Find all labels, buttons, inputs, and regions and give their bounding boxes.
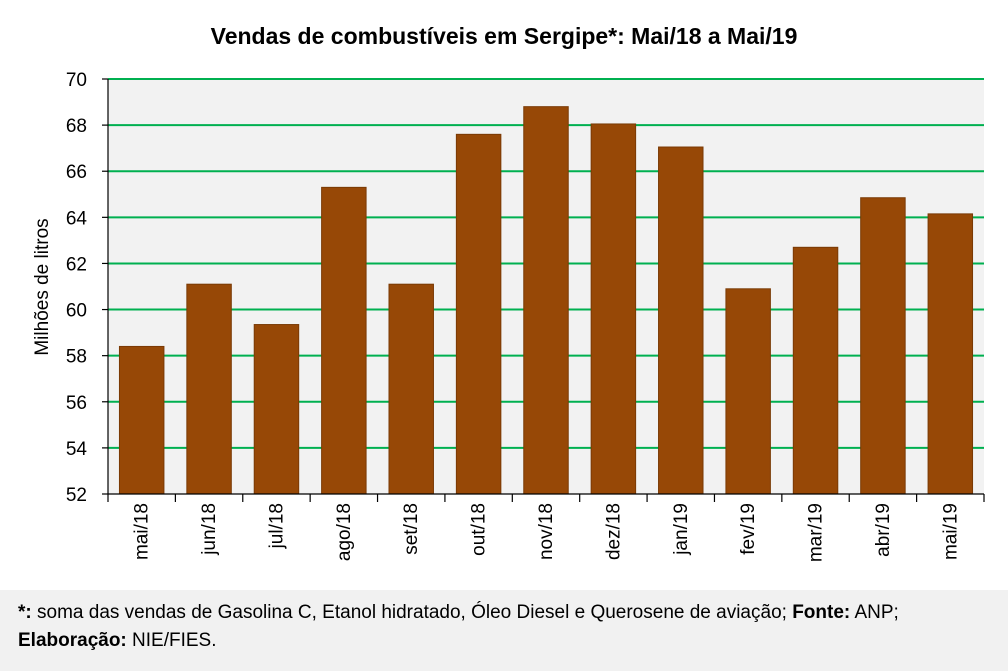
y-tick-label-56: 56 [66,393,87,414]
y-tick-label-70: 70 [66,70,87,91]
bar-mar-19 [792,246,839,495]
bar-nov-18 [523,106,569,495]
footnote: *: soma das vendas de Gasolina C, Etanol… [0,590,1008,671]
bar-jul-18 [253,324,300,495]
y-tick-label-62: 62 [66,254,87,275]
footnote-star: *: [18,602,32,623]
axes [102,78,985,502]
bar-chart: Vendas de combustíveis em Sergipe*: Mai/… [32,23,985,562]
bar-set-18 [388,283,434,495]
x-tick-label-set-18: set/18 [401,503,422,555]
x-tick-label-nov-18: nov/18 [536,503,557,560]
x-tick-label-ago-18: ago/18 [334,503,355,561]
bar-mai-19 [927,213,974,495]
bars [118,106,974,495]
x-tick-label-jul-18: jul/18 [266,503,287,549]
bar-mai-18 [118,345,165,495]
footnote-elaboration-label: Elaboração: [18,630,127,651]
bar-jun-18 [186,283,232,495]
bar-jan-19 [658,146,704,495]
footnote-line-2: Elaboração: NIE/FIES. [18,627,990,655]
y-tick-label-68: 68 [66,116,87,137]
x-tick-label-abr-19: abr/19 [873,503,894,557]
x-tick-label-out-18: out/18 [469,503,490,556]
x-tick-label-mar-19: mar/19 [806,503,827,562]
x-tick-label-jan-19: jan/19 [671,503,692,556]
x-tick-label-mai-18: mai/18 [132,503,153,560]
x-tick-label-mai-19: mai/19 [940,503,961,560]
footnote-source-value: ANP; [850,602,899,623]
footnote-line-1: *: soma das vendas de Gasolina C, Etanol… [18,599,990,627]
y-tick-labels: 52 54 56 58 60 62 64 66 68 70 [66,70,88,506]
footnote-elaboration-value: NIE/FIES. [126,630,217,651]
chart-title: Vendas de combustíveis em Sergipe*: Mai/… [211,23,798,49]
chart-area: Vendas de combustíveis em Sergipe*: Mai/… [32,23,985,563]
bar-dez-18 [590,123,637,495]
bar-ago-18 [321,186,367,495]
y-axis-title: Milhões de litros [32,218,53,355]
x-tick-labels: mai/18 jun/18 jul/18 ago/18 set/18 out/18 nov/… [132,503,962,562]
bar-fev-19 [725,288,771,495]
footnote-description: soma das vendas de Gasolina C, Etanol hi… [31,602,793,623]
y-tick-label-54: 54 [66,439,88,460]
y-tick-label-58: 58 [66,347,87,368]
x-tick-label-fev-19: fev/19 [738,503,759,555]
y-tick-label-60: 60 [66,301,87,322]
y-tick-label-64: 64 [66,208,88,229]
y-tick-label-52: 52 [66,485,87,506]
x-tick-label-jun-18: jun/18 [199,503,220,556]
y-tick-label-66: 66 [66,162,87,183]
bar-out-18 [455,133,502,495]
x-tick-label-dez-18: dez/18 [603,503,624,560]
bar-abr-19 [860,197,906,495]
footnote-source-label: Fonte: [792,602,851,623]
